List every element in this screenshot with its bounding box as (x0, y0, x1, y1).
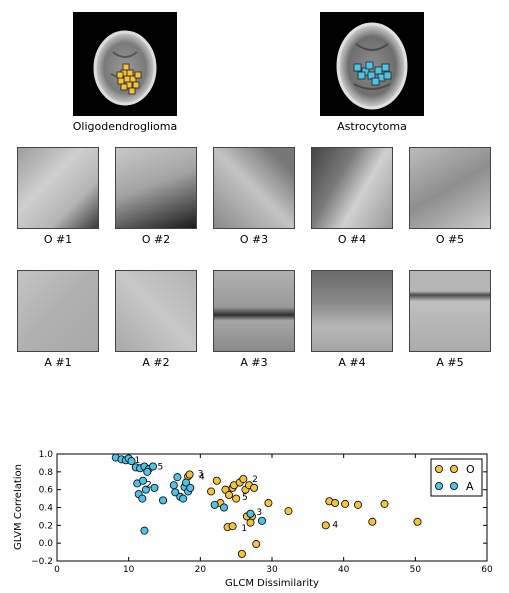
legend-o-label: O (466, 463, 475, 476)
x-tick-label: 10 (123, 565, 135, 575)
patch-a2-label: A #2 (142, 356, 170, 369)
point-o (237, 549, 246, 558)
patch-o1-image (17, 147, 99, 229)
point-annotation: 4 (332, 520, 338, 530)
point-annotation: 5 (157, 462, 163, 472)
point-o (413, 517, 422, 526)
x-tick-label: 20 (195, 565, 207, 575)
point-annotation: 3 (198, 470, 204, 480)
plot-frame (56, 453, 488, 562)
legend-a-marker-1 (434, 482, 443, 491)
point-a (179, 494, 188, 503)
point-o (185, 470, 194, 479)
point-a (138, 494, 147, 503)
patch-a1-label: A #1 (44, 356, 72, 369)
patch-o5-label: O #5 (435, 233, 465, 246)
point-o (228, 522, 237, 531)
astrocytoma-mri-image (320, 12, 424, 116)
point-o (239, 474, 248, 483)
point-a (219, 503, 228, 512)
legend-o-marker-1 (434, 464, 443, 473)
point-a (127, 457, 136, 466)
point-a (159, 496, 168, 505)
point-a (150, 483, 159, 492)
point-o (252, 540, 261, 549)
point-a (141, 485, 150, 494)
patch-o4-image (311, 147, 393, 229)
point-a (171, 488, 180, 497)
point-annotation: 5 (242, 493, 248, 503)
point-o (264, 499, 273, 508)
x-tick-label: 30 (266, 565, 278, 575)
point-annotation: 4 (199, 472, 205, 482)
patch-a2-image (115, 270, 197, 352)
point-o (207, 487, 216, 496)
patch-o2-label: O #2 (141, 233, 171, 246)
patch-o3-label: O #3 (239, 233, 269, 246)
x-tick-label: 50 (410, 565, 422, 575)
point-o (212, 476, 221, 485)
patch-a4-image (311, 270, 393, 352)
point-a (246, 509, 255, 518)
patch-a3-image (213, 270, 295, 352)
patch-a3-label: A #3 (240, 356, 268, 369)
point-o (284, 507, 293, 516)
point-o (368, 517, 377, 526)
point-o (331, 499, 340, 508)
point-a (186, 483, 195, 492)
point-o (321, 521, 330, 530)
point-o (341, 499, 350, 508)
x-axis-label: GLCM Dissimilarity (225, 578, 319, 589)
point-annotation: 1 (241, 524, 247, 534)
point-annotation: 1 (135, 456, 141, 466)
patch-a5-label: A #5 (436, 356, 464, 369)
point-a (181, 478, 190, 487)
patch-o3-image (213, 147, 295, 229)
point-o (250, 483, 259, 492)
y-tick-label: 1.0 (39, 450, 54, 460)
patch-o2-image (115, 147, 197, 229)
point-a (210, 500, 219, 509)
x-tick-label: 40 (338, 565, 350, 575)
point-o (232, 494, 241, 503)
oligodendroglioma-mri-image (73, 12, 177, 116)
patch-a5-image (409, 270, 491, 352)
legend-a-marker-2 (449, 482, 458, 491)
point-o (353, 500, 362, 509)
oligodendroglioma-caption: Oligodendroglioma (72, 120, 178, 133)
legend-a-label: A (466, 480, 474, 493)
point-o (380, 499, 389, 508)
patch-a1-image (17, 270, 99, 352)
patch-o5-image (409, 147, 491, 229)
point-a (257, 516, 266, 525)
point-a (149, 462, 158, 471)
patch-o1-label: O #1 (43, 233, 73, 246)
point-a (143, 467, 152, 476)
x-tick-label: 60 (481, 565, 493, 575)
point-annotation: 2 (252, 475, 258, 485)
y-tick-label: 0.6 (39, 486, 54, 496)
patch-o4-label: O #4 (337, 233, 367, 246)
point-o (246, 518, 255, 527)
point-a (173, 473, 182, 482)
patch-a4-label: A #4 (338, 356, 366, 369)
x-tick-label: 0 (54, 565, 60, 575)
y-axis-label: GLVM Correlation (13, 464, 24, 550)
point-o (224, 491, 233, 500)
legend: O A (430, 458, 483, 497)
legend-o-marker-2 (449, 464, 458, 473)
point-annotation: 2 (146, 480, 152, 490)
y-tick-label: 0.2 (39, 521, 53, 531)
point-a (169, 481, 178, 490)
point-a (140, 526, 149, 535)
astrocytoma-caption: Astrocytoma (337, 120, 407, 133)
point-annotation: 3 (256, 508, 262, 518)
y-tick-label: 0.8 (39, 468, 54, 478)
y-tick-label: 0.0 (39, 539, 54, 549)
y-tick-label: 0.4 (39, 504, 54, 514)
scatter-chart-svg: 0 10 20 30 40 50 60−0.20.00.20.40.60.81.0 1523… (13, 450, 493, 589)
y-tick-label: −0.2 (31, 557, 53, 567)
point-a (138, 476, 147, 485)
